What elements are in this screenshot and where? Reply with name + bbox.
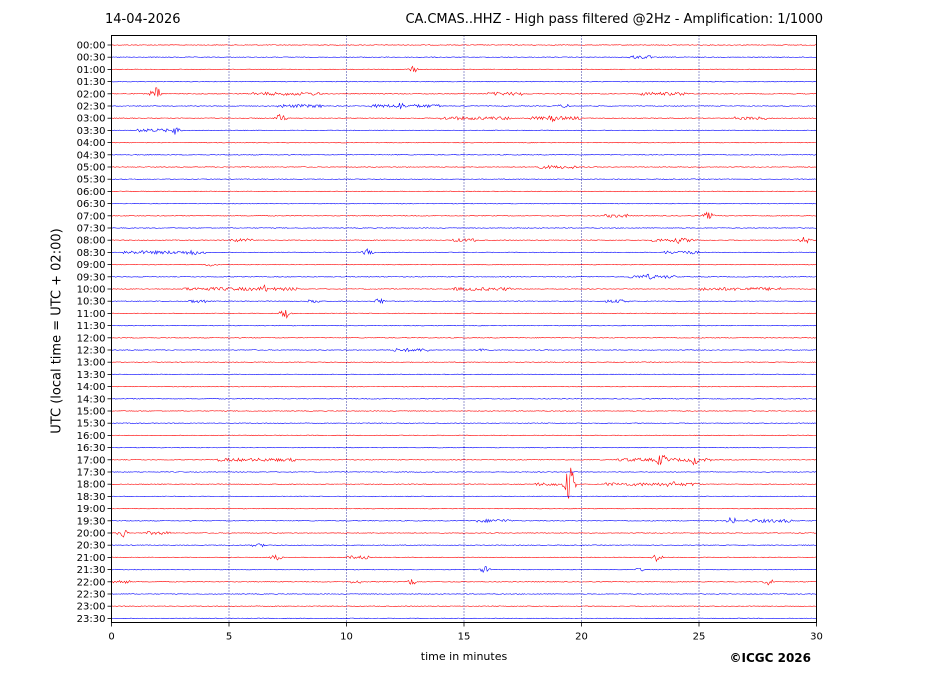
y-tick-label: 01:30 xyxy=(77,77,106,88)
trace-1900 xyxy=(111,507,817,510)
x-tick-label: 0 xyxy=(108,632,114,643)
y-tick-label: 09:00 xyxy=(77,260,106,271)
trace-1200 xyxy=(111,337,817,339)
trace-0430 xyxy=(111,154,817,156)
y-tick-label: 14:30 xyxy=(77,394,106,405)
trace-1130 xyxy=(111,324,817,327)
y-tick-label: 03:00 xyxy=(77,114,106,125)
y-tick-label: 05:30 xyxy=(77,175,106,186)
trace-0900 xyxy=(111,263,817,267)
y-tick-label: 11:30 xyxy=(77,321,106,332)
vertical-gridlines xyxy=(228,35,700,623)
y-tick-label: 22:00 xyxy=(77,577,106,588)
y-tick-label: 07:00 xyxy=(77,211,106,222)
y-tick-label: 01:00 xyxy=(77,65,106,76)
y-tick-label: 02:00 xyxy=(77,89,106,100)
trace-2030 xyxy=(111,543,817,548)
y-tick-label: 02:30 xyxy=(77,102,106,113)
y-tick-label: 16:30 xyxy=(77,443,106,454)
y-tick-label: 05:00 xyxy=(77,163,106,174)
y-tick-label: 12:00 xyxy=(77,333,106,344)
plot-frame xyxy=(111,35,817,623)
x-tick-label: 20 xyxy=(575,632,588,643)
y-tick-label: 13:00 xyxy=(77,358,106,369)
trace-0230 xyxy=(111,102,817,110)
y-tick-label: 21:00 xyxy=(77,553,106,564)
trace-1100 xyxy=(111,310,817,319)
y-tick-label: 00:00 xyxy=(77,41,106,52)
trace-1230 xyxy=(111,348,817,353)
y-tick-label: 11:00 xyxy=(77,309,106,320)
y-tick-label: 15:30 xyxy=(77,419,106,430)
y-tick-label: 18:30 xyxy=(77,492,106,503)
y-tick-label: 23:30 xyxy=(77,614,106,625)
y-tick-label: 04:00 xyxy=(77,138,106,149)
y-tick-label: 06:30 xyxy=(77,199,106,210)
y-tick-label: 03:30 xyxy=(77,126,106,137)
y-tick-label: 09:30 xyxy=(77,272,106,283)
date-label: 14-04-2026 xyxy=(105,12,181,27)
trace-1300 xyxy=(111,361,817,363)
y-tick-label: 08:30 xyxy=(77,248,106,259)
trace-1030 xyxy=(111,297,817,305)
trace-2000 xyxy=(111,530,817,538)
y-tick-label: 10:30 xyxy=(77,297,106,308)
y-tick-label: 20:00 xyxy=(77,529,106,540)
x-tick-label: 15 xyxy=(458,632,471,643)
trace-group xyxy=(111,44,817,620)
trace-1930 xyxy=(111,516,817,524)
y-tick-label: 04:30 xyxy=(77,150,106,161)
y-tick-label: 16:00 xyxy=(77,431,106,442)
copyright-label: ©ICGC 2026 xyxy=(729,651,811,665)
trace-1730 xyxy=(111,471,817,473)
trace-0930 xyxy=(111,273,817,280)
trace-0330 xyxy=(111,127,817,135)
x-tick-label: 5 xyxy=(226,632,232,643)
chart-title: CA.CMAS..HHZ - High pass filtered @2Hz -… xyxy=(405,12,823,27)
trace-0200 xyxy=(111,87,817,97)
x-axis-label: time in minutes xyxy=(420,650,508,663)
y-tick-label: 17:30 xyxy=(77,468,106,479)
trace-0300 xyxy=(111,113,817,123)
y-tick-label: 18:00 xyxy=(77,480,106,491)
x-tick-label: 25 xyxy=(693,632,706,643)
y-tick-label: 13:30 xyxy=(77,370,106,381)
y-tick-label: 19:00 xyxy=(77,504,106,515)
y-tick-label: 12:30 xyxy=(77,346,106,357)
y-tick-label: 10:00 xyxy=(77,285,106,296)
y-tick-label: 15:00 xyxy=(77,407,106,418)
y-tick-label: 20:30 xyxy=(77,541,106,552)
x-tick-label: 10 xyxy=(340,632,353,643)
y-tick-label: 17:00 xyxy=(77,455,106,466)
y-tick-label: 14:00 xyxy=(77,382,106,393)
y-tick-label: 21:30 xyxy=(77,565,106,576)
y-tick-label: 08:00 xyxy=(77,236,106,247)
trace-0500 xyxy=(111,164,817,170)
y-tick-label: 23:00 xyxy=(77,602,106,613)
trace-1830 xyxy=(111,495,817,498)
y-tick-label: 07:30 xyxy=(77,224,106,235)
trace-0530 xyxy=(111,178,817,180)
y-tick-label: 19:30 xyxy=(77,516,106,527)
y-tick-label: 00:30 xyxy=(77,53,106,64)
x-tick-label: 30 xyxy=(810,632,823,643)
trace-0400 xyxy=(111,141,817,144)
y-tick-label: 22:30 xyxy=(77,590,106,601)
trace-1700 xyxy=(111,454,817,466)
y-tick-label: 06:00 xyxy=(77,187,106,198)
